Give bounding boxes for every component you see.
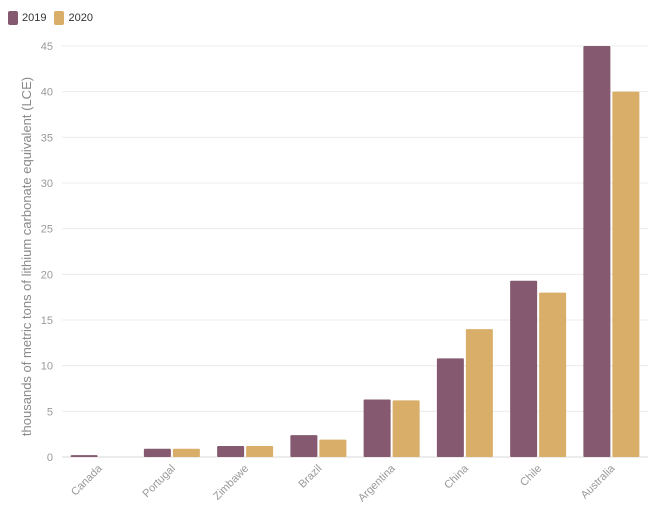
x-tick-label-canada: Canada: [69, 462, 105, 498]
y-tick-label: 25: [41, 224, 53, 236]
bar-zimbawe-2019[interactable]: [217, 446, 245, 457]
bar-zimbawe-2020[interactable]: [246, 446, 274, 457]
x-tick-label-brazil: Brazil: [297, 463, 325, 491]
bar-argentina-2019[interactable]: [363, 399, 391, 457]
bar-australia-2019[interactable]: [583, 46, 611, 457]
x-tick-label-argentina: Argentina: [356, 462, 398, 504]
legend-label-2020: 2020: [68, 12, 93, 24]
y-axis-title: thousands of metric tons of lithium carb…: [19, 77, 34, 436]
legend-swatch-2020: [54, 11, 65, 25]
bar-argentina-2020[interactable]: [392, 400, 420, 457]
y-tick-label: 30: [41, 178, 53, 190]
bar-australia-2020[interactable]: [612, 91, 640, 458]
y-tick-label: 20: [41, 269, 53, 281]
bar-brazil-2019[interactable]: [290, 435, 318, 457]
legend-label-2019: 2019: [22, 12, 47, 24]
y-tick-label: 5: [47, 406, 53, 418]
bar-portugal-2020[interactable]: [172, 448, 200, 457]
y-tick-label: 40: [41, 87, 53, 99]
y-tick-label: 10: [41, 361, 53, 373]
x-tick-label-china: China: [442, 462, 471, 491]
legend-swatch-2019: [8, 11, 18, 25]
chart-legend: 2019 2020: [8, 11, 101, 25]
y-tick-label: 45: [41, 41, 53, 53]
y-tick-label: 15: [41, 315, 53, 327]
bar-chile-2019[interactable]: [510, 280, 538, 457]
x-tick-label-chile: Chile: [518, 463, 544, 489]
legend-item-2019[interactable]: 2019: [8, 11, 46, 25]
x-tick-label-australia: Australia: [579, 462, 618, 501]
bar-portugal-2019[interactable]: [143, 448, 171, 457]
y-tick-label: 35: [41, 132, 53, 144]
x-tick-label-zimbawe: Zimbawe: [211, 463, 251, 503]
bar-china-2020[interactable]: [465, 329, 493, 457]
legend-item-2020[interactable]: 2020: [54, 11, 93, 25]
bar-chile-2020[interactable]: [539, 292, 567, 457]
bar-canada-2019[interactable]: [70, 455, 98, 457]
bar-china-2019[interactable]: [436, 358, 464, 457]
y-tick-label: 0: [47, 452, 53, 464]
bar-brazil-2020[interactable]: [319, 439, 347, 457]
x-tick-label-portugal: Portugal: [141, 463, 178, 500]
